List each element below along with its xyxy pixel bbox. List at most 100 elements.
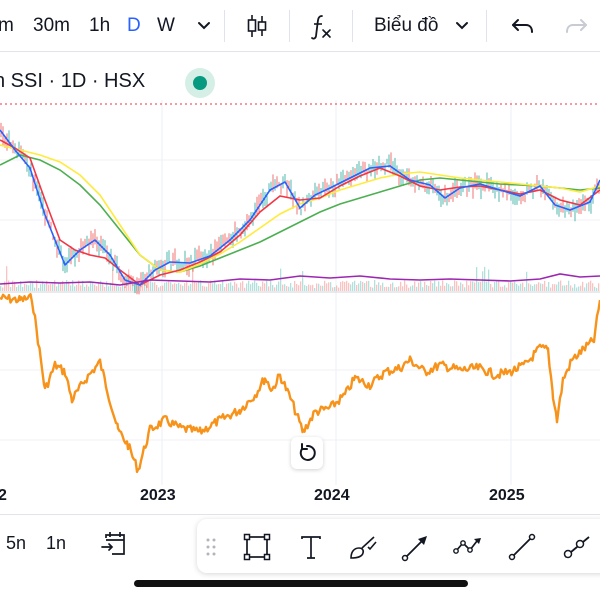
interval-partial[interactable]: m	[0, 15, 14, 36]
volume-bar	[574, 284, 576, 291]
volume-bar	[48, 284, 50, 291]
rectangle-icon[interactable]	[241, 531, 273, 563]
volume-bar	[238, 287, 240, 291]
interval-1h[interactable]: 1h	[89, 15, 111, 36]
volume-bar	[306, 286, 308, 291]
volume-bar	[338, 287, 340, 291]
volume-bar	[382, 282, 384, 291]
chevron-down-icon[interactable]	[190, 12, 218, 40]
interval-30m[interactable]: 30m	[33, 15, 70, 36]
volume-bar	[358, 283, 360, 291]
reset-chart-button[interactable]	[291, 437, 323, 469]
volume-bar	[570, 285, 572, 291]
volume-bar	[336, 285, 338, 291]
volume-bar	[200, 280, 202, 291]
x-axis-label: 2024	[314, 487, 350, 504]
volume-bar	[454, 280, 456, 291]
volume-bar	[470, 281, 472, 291]
volume-bar	[584, 287, 586, 291]
redo-icon[interactable]	[562, 12, 590, 40]
volume-bar	[422, 287, 424, 291]
volume-bar	[104, 287, 106, 291]
volume-bar	[556, 284, 558, 291]
volume-bar	[360, 280, 362, 291]
volume-bar	[12, 280, 14, 291]
candles-icon[interactable]	[243, 12, 271, 40]
text-icon[interactable]	[295, 531, 327, 563]
volume-bar	[126, 280, 128, 291]
volume-bar	[84, 286, 86, 291]
drag-handle-icon[interactable]	[205, 537, 217, 557]
market-status-badge[interactable]	[185, 68, 215, 98]
brush-icon[interactable]	[347, 531, 379, 563]
chart-area[interactable]	[0, 100, 600, 510]
path-icon[interactable]	[452, 531, 484, 563]
volume-bar	[116, 284, 118, 291]
range-1n[interactable]: 1n	[46, 533, 67, 553]
volume-bar	[236, 283, 238, 291]
volume-bar	[248, 280, 250, 291]
toolbar-divider	[486, 10, 487, 42]
volume-bar	[450, 286, 452, 291]
volume-bar	[446, 282, 448, 291]
volume-bar	[54, 280, 56, 291]
volume-bar	[468, 285, 470, 291]
volume-bar	[146, 285, 148, 291]
volume-bar	[292, 287, 294, 291]
chart-canvas[interactable]	[0, 100, 600, 510]
undo-icon[interactable]	[509, 12, 537, 40]
moving-average-slow-line	[0, 144, 600, 273]
volume-bar	[72, 280, 74, 291]
volume-bar	[174, 283, 176, 291]
chevron-down-icon[interactable]	[448, 12, 476, 40]
arrow-icon[interactable]	[400, 531, 432, 563]
volume-bar	[406, 284, 408, 291]
chart-type-label[interactable]: Biểu đồ	[374, 15, 439, 36]
volume-bar	[40, 284, 42, 291]
volume-bar	[558, 281, 560, 291]
volume-bar	[180, 284, 182, 291]
volume-bar	[354, 280, 356, 291]
volume-bar	[448, 284, 450, 291]
volume-bar	[564, 285, 566, 291]
volume-bar	[46, 280, 48, 291]
volume-bar	[36, 280, 38, 291]
volume-bar	[18, 285, 20, 291]
volume-bar	[156, 285, 158, 291]
volume-bar	[302, 271, 304, 291]
volume-bar	[480, 281, 482, 291]
volume-bar	[324, 280, 326, 291]
volume-bar	[334, 287, 336, 291]
interval-week[interactable]: W	[157, 15, 175, 36]
volume-bar	[58, 282, 60, 291]
interval-day[interactable]: D	[127, 15, 141, 36]
market-open-icon	[193, 76, 207, 90]
volume-bar	[350, 284, 352, 291]
volume-bar	[312, 284, 314, 291]
volume-bar	[398, 286, 400, 291]
volume-bar	[220, 284, 222, 291]
go-to-date-icon[interactable]	[99, 529, 129, 559]
volume-bar	[494, 282, 496, 291]
volume-bar	[342, 281, 344, 291]
volume-bar	[22, 287, 24, 291]
trend-line-icon[interactable]	[506, 531, 538, 563]
volume-bar	[524, 287, 526, 291]
volume-bar	[424, 281, 426, 291]
volume-bar	[442, 280, 444, 291]
volume-bar	[202, 285, 204, 291]
volume-bar	[42, 281, 44, 291]
volume-bar	[166, 282, 168, 291]
volume-bar	[596, 287, 598, 291]
volume-bar	[194, 281, 196, 291]
indicators-icon[interactable]	[307, 12, 335, 40]
volume-bar	[560, 280, 562, 291]
volume-bar	[510, 281, 512, 291]
range-5n[interactable]: 5n	[6, 533, 27, 553]
volume-bar	[4, 281, 6, 291]
volume-bar	[158, 287, 160, 291]
volume-bar	[86, 284, 88, 291]
volume-bar	[534, 284, 536, 291]
ray-icon[interactable]	[559, 531, 591, 563]
symbol-info[interactable]: n SSI · 1D · HSX	[0, 70, 146, 92]
